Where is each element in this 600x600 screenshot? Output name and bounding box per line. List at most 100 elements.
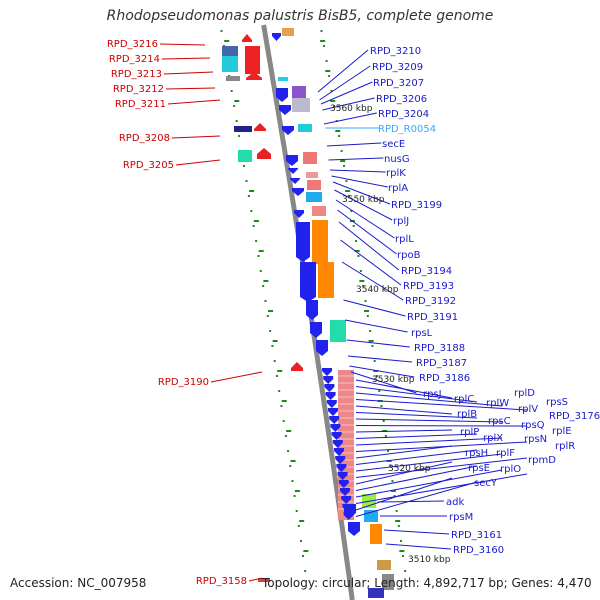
gene-label-RPD_3204[interactable]: RPD_3204: [378, 109, 429, 120]
gene-feature-rplA: [288, 168, 298, 174]
gene-label-rpsM[interactable]: rpsM: [449, 512, 473, 523]
gene-feature-rpsL: [306, 300, 318, 320]
accession-text: Accession: NC_007958: [10, 576, 147, 590]
gene-label-nusG[interactable]: nusG: [384, 154, 410, 165]
ribo-leader-line: [355, 449, 478, 465]
ribo-leader-line: [355, 465, 478, 491]
gene-label-rpmD[interactable]: rpmD: [528, 455, 556, 466]
gene-label-rpsC[interactable]: rpsC: [488, 416, 511, 427]
gene-label-RPD_3194[interactable]: RPD_3194: [401, 266, 452, 277]
inner-tick: [299, 520, 305, 522]
outer-tick: [340, 160, 346, 162]
gene-feature-ribo-arrow: [322, 368, 332, 376]
inner-dot: [295, 510, 298, 512]
gene-feature-ribo-arrow: [338, 480, 349, 488]
gene-label-rplV[interactable]: rplV: [518, 404, 538, 415]
gene-label-RPD_3187[interactable]: RPD_3187: [416, 358, 467, 369]
left-leader-line: [210, 371, 263, 383]
outer-tick: [399, 550, 405, 552]
inner-dot: [284, 435, 287, 437]
gene-label-rpsL[interactable]: rpsL: [411, 328, 433, 339]
gene-label-RPD_3214[interactable]: RPD_3214: [109, 54, 160, 65]
gene-label-RPD_3193[interactable]: RPD_3193: [403, 281, 454, 292]
outer-tick: [335, 130, 341, 132]
gene-label-rplE[interactable]: rplE: [552, 426, 572, 437]
ribo-leader-line: [355, 469, 503, 498]
gene-label-RPD_3210[interactable]: RPD_3210: [370, 46, 421, 57]
gene-label-RPD_3208[interactable]: RPD_3208: [119, 133, 170, 144]
gene-label-rplF[interactable]: rplF: [496, 448, 515, 459]
inner-dot: [289, 465, 292, 467]
gene-label-RPD_3211[interactable]: RPD_3211: [115, 99, 166, 110]
gene-label-RPD_3176[interactable]: RPD_3176: [549, 411, 600, 422]
left-leader-line: [175, 159, 221, 166]
gene-label-RPD_3186[interactable]: RPD_3186: [419, 373, 470, 384]
outer-dot: [328, 75, 331, 77]
outer-dot: [397, 525, 400, 527]
gene-label-rplD[interactable]: rplD: [514, 388, 535, 399]
outer-dot: [378, 390, 381, 392]
gene-label-rpsQ[interactable]: rpsQ: [521, 420, 545, 431]
gene-label-rpsN[interactable]: rpsN: [524, 434, 547, 445]
inner-dot: [280, 405, 283, 407]
gene-label-rplP[interactable]: rplP: [460, 427, 479, 438]
outer-dot: [371, 345, 374, 347]
inner-tick: [253, 220, 259, 222]
gene-label-rplC[interactable]: rplC: [454, 394, 474, 405]
gene-feature-ribo-arrow: [323, 376, 334, 384]
gene-label-RPD_3188[interactable]: RPD_3188: [414, 343, 465, 354]
gene-label-rpsH[interactable]: rpsH: [465, 448, 488, 459]
gene-label-RPD_3207[interactable]: RPD_3207: [373, 78, 424, 89]
gene-label-rpsE[interactable]: rpsE: [468, 463, 490, 474]
gene-label-rplW[interactable]: rplW: [486, 398, 509, 409]
gene-label-RPD_3192[interactable]: RPD_3192: [405, 296, 456, 307]
gene-label-RPD_3160[interactable]: RPD_3160: [453, 545, 504, 556]
ribo-leader-line: [355, 399, 528, 411]
gene-label-rpoB[interactable]: rpoB: [397, 250, 421, 261]
gene-feature-3190: [291, 362, 303, 371]
gene-label-RPD_3205[interactable]: RPD_3205: [123, 160, 174, 171]
gene-label-RPD_3212[interactable]: RPD_3212: [113, 84, 164, 95]
outer-dot: [352, 225, 355, 227]
gene-label-RPD_3199[interactable]: RPD_3199: [391, 200, 442, 211]
gene-label-rplL[interactable]: rplL: [395, 234, 414, 245]
gene-label-rplB[interactable]: rplB: [457, 409, 477, 420]
inner-dot: [247, 195, 250, 197]
gene-label-RPD_3158[interactable]: RPD_3158: [196, 576, 247, 587]
gene-label-rplO[interactable]: rplO: [500, 464, 521, 475]
right-leader-line: [326, 142, 382, 147]
gene-label-secE[interactable]: secE: [382, 139, 405, 150]
gene-label-RPD_3190[interactable]: RPD_3190: [158, 377, 209, 388]
ribo-leader-line: [355, 457, 528, 478]
outer-dot: [357, 255, 360, 257]
gene-feature-rplL-b: [306, 192, 322, 202]
gene-label-RPD_3206[interactable]: RPD_3206: [376, 94, 427, 105]
gene-feature-ribo-arrow: [324, 384, 335, 392]
gene-label-rplX[interactable]: rplX: [483, 433, 503, 444]
right-leader-line: [377, 500, 445, 503]
gene-label-RPD_3213[interactable]: RPD_3213: [111, 69, 162, 80]
outer-dot: [384, 435, 387, 437]
gene-label-rpsJ[interactable]: rpsJ: [423, 389, 442, 400]
gene-label-RPD_3191[interactable]: RPD_3191: [407, 312, 458, 323]
ribo-leader-line: [355, 412, 478, 419]
inner-dot: [287, 450, 290, 452]
gene-label-RPD_R0054[interactable]: RPD_R0054: [378, 124, 436, 135]
gene-label-RPD_3161[interactable]: RPD_3161: [451, 530, 502, 541]
gene-label-rplK[interactable]: rplK: [386, 168, 406, 179]
right-leader-line: [323, 112, 377, 125]
gene-label-adk[interactable]: adk: [446, 497, 464, 508]
outer-dot: [364, 300, 367, 302]
gene-label-RPD_3216[interactable]: RPD_3216: [107, 39, 158, 50]
gene-label-rpsS[interactable]: rpsS: [546, 397, 568, 408]
gene-label-RPD_3209[interactable]: RPD_3209: [372, 62, 423, 73]
inner-tick: [277, 370, 283, 372]
gene-feature-nusG: [286, 155, 298, 166]
gene-feature-3186: [316, 340, 328, 356]
gene-label-rplR[interactable]: rplR: [555, 441, 575, 452]
gene-label-secY[interactable]: secY: [474, 478, 498, 489]
gene-label-rplJ[interactable]: rplJ: [393, 216, 409, 227]
gene-feature-bottom-a: [377, 560, 391, 570]
gene-label-rplA[interactable]: rplA: [388, 183, 408, 194]
